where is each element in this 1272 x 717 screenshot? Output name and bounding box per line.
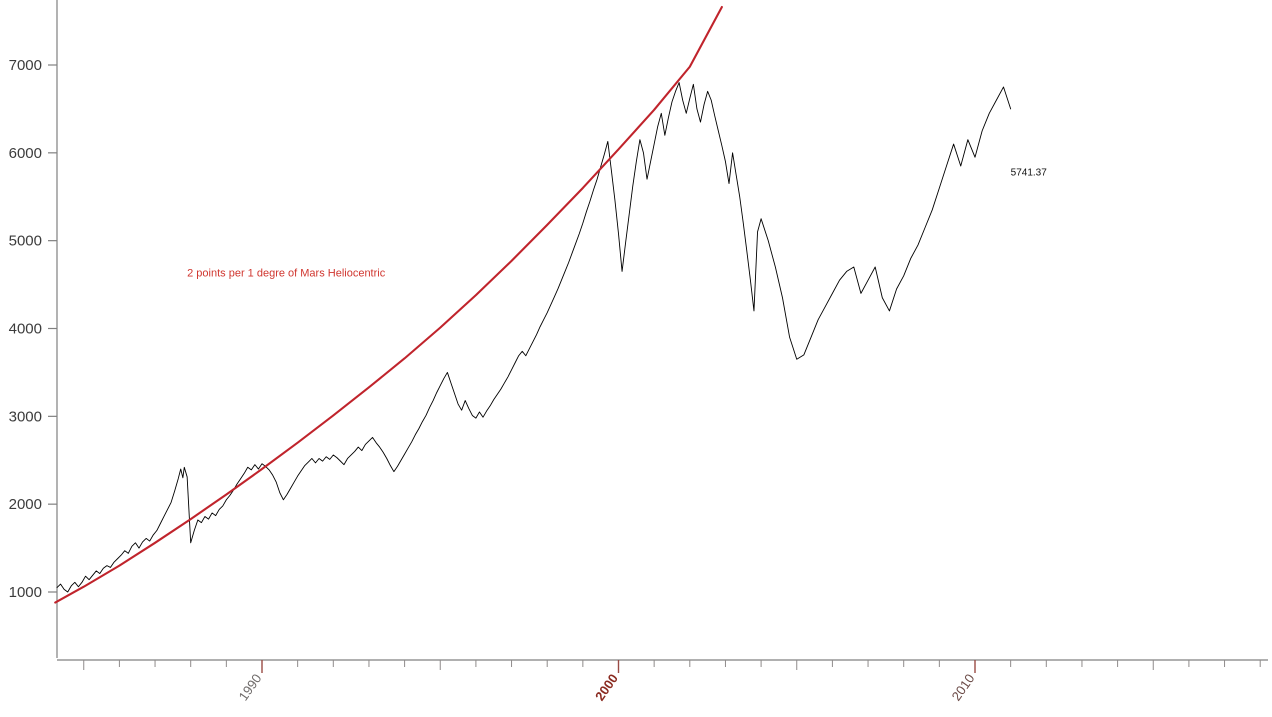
last-price-label: 5741.37 <box>1011 168 1048 179</box>
y-tick-label: 3000 <box>9 408 42 425</box>
x-tick-label: 2010 <box>949 671 978 703</box>
y-tick-label: 4000 <box>9 321 42 338</box>
mars-heliocentric-line <box>54 5 723 604</box>
tick-labels-group: 1000 2000 3000 4000 5000 6000 7000 1990 2000 2010 <box>9 57 978 703</box>
axes-group <box>48 0 1268 673</box>
x-tick-label: 1990 <box>236 671 265 703</box>
y-tick-label: 7000 <box>9 57 42 74</box>
y-tick-label: 1000 <box>9 584 42 601</box>
mars-heliocentric-note: 2 points per 1 degre of Mars Heliocentri… <box>187 268 386 280</box>
y-tick-label: 5000 <box>9 233 42 250</box>
y-tick-label: 6000 <box>9 145 42 162</box>
series-group <box>54 5 1012 604</box>
y-tick-label: 2000 <box>9 496 42 513</box>
x-tick-label: 2000 <box>592 671 621 703</box>
price-series-line <box>56 82 1012 593</box>
annotations-group: 2 points per 1 degre of Mars Heliocentri… <box>187 168 1047 280</box>
